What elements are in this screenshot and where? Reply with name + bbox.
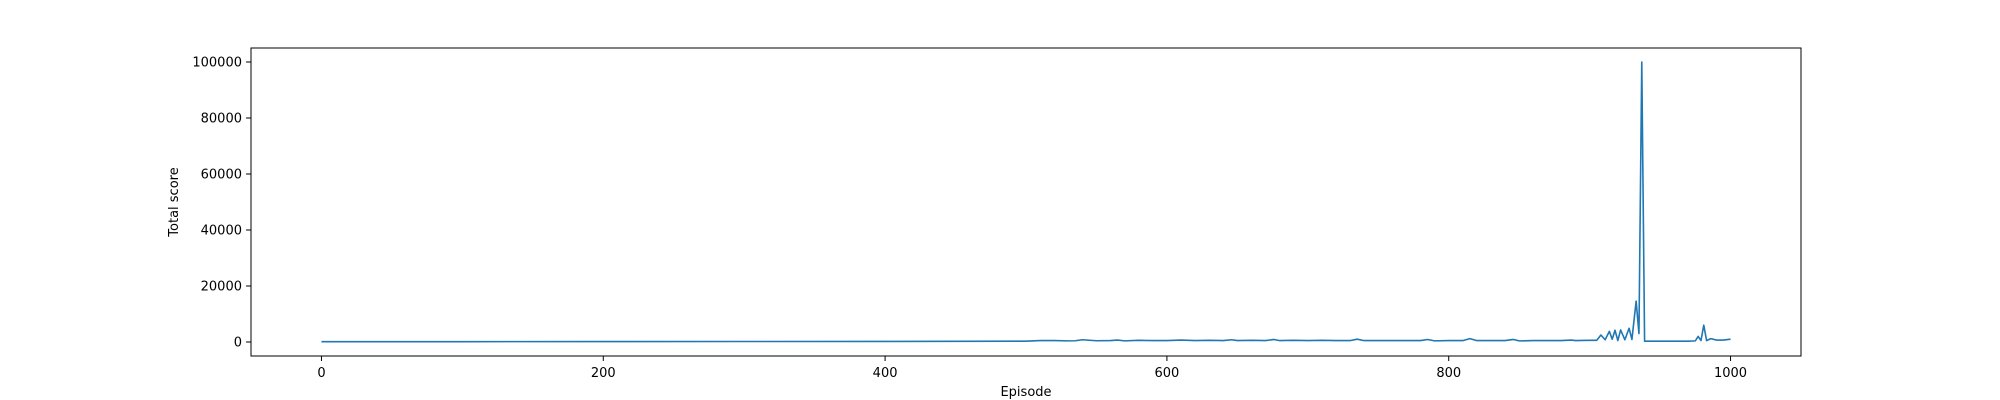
- x-tick-label: 400: [873, 366, 898, 381]
- x-tick-label: 200: [591, 366, 616, 381]
- y-axis-ticks: 0 20000 40000 60000 80000 100000: [192, 56, 251, 351]
- x-axis-label: Episode: [1000, 385, 1051, 400]
- y-tick-label: 40000: [201, 224, 242, 239]
- y-tick-label: 60000: [201, 168, 242, 183]
- x-tick-label: 0: [317, 366, 325, 381]
- y-tick-label: 100000: [192, 56, 242, 71]
- y-tick-label: 0: [234, 336, 242, 351]
- series-line-0: [321, 61, 1731, 343]
- plot-frame: [250, 47, 1802, 357]
- plot-content: [321, 61, 1731, 343]
- x-tick-label: 800: [1436, 366, 1461, 381]
- y-tick-label: 80000: [201, 112, 242, 127]
- y-tick-label: 20000: [201, 280, 242, 295]
- y-axis-label: Total score: [167, 167, 182, 237]
- x-axis-ticks: 0 200 400 600 800 1000: [317, 356, 1747, 381]
- x-tick-label: 600: [1154, 366, 1179, 381]
- x-tick-label: 1000: [1714, 366, 1747, 381]
